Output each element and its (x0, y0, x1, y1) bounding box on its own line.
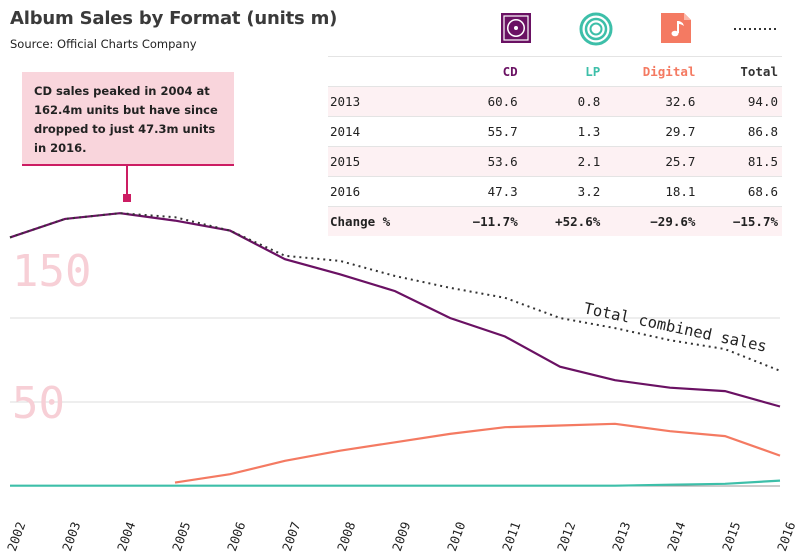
disc-icon (501, 13, 531, 43)
cell-lp: 1.3 (521, 116, 605, 147)
y-tick-label: 50 (12, 378, 65, 429)
cell-change-cd: −11.7% (439, 206, 522, 236)
cell-year: 2013 (328, 86, 440, 117)
table-row: 2013 60.6 0.8 32.6 94.0 (328, 86, 782, 117)
chart-source: Source: Official Charts Company (10, 37, 197, 51)
cell-change-total: −15.7% (699, 206, 782, 236)
header-digital: Digital (604, 56, 700, 87)
annotation-pointer (126, 166, 128, 196)
table-row: 2016 47.3 3.2 18.1 68.6 (328, 176, 782, 207)
cell-digital: 32.6 (604, 86, 700, 117)
legend-icons (480, 12, 790, 52)
annotation-box: CD sales peaked in 2004 at 162.4m units … (22, 72, 234, 166)
cell-total: 94.0 (699, 86, 782, 117)
table-row: 2014 55.7 1.3 29.7 86.8 (328, 116, 782, 147)
cell-cd: 60.6 (439, 86, 522, 117)
cell-cd: 55.7 (439, 116, 522, 147)
table-header-row: CD LP Digital Total (328, 56, 782, 87)
cell-digital: 18.1 (604, 176, 700, 207)
cell-cd: 53.6 (439, 146, 522, 177)
gridlines (10, 317, 780, 487)
cell-change-label: Change % (328, 206, 440, 236)
cell-year: 2015 (328, 146, 440, 177)
series-line-cd (9, 212, 781, 408)
y-tick-label: 150 (12, 246, 91, 297)
dotted-line-icon (734, 28, 778, 30)
chart-title: Album Sales by Format (units m) (10, 8, 338, 29)
cell-lp: 3.2 (521, 176, 605, 207)
cell-year: 2016 (328, 176, 440, 207)
header-year (328, 56, 440, 87)
series-line-total (9, 212, 781, 372)
cell-total: 86.8 (699, 116, 782, 147)
cell-digital: 25.7 (604, 146, 700, 177)
cell-total: 68.6 (699, 176, 782, 207)
cell-year: 2014 (328, 116, 440, 147)
music-note-icon (661, 13, 691, 43)
series-line-digital (174, 422, 781, 484)
header-total: Total (699, 56, 782, 87)
header-lp: LP (521, 56, 605, 87)
cell-digital: 29.7 (604, 116, 700, 147)
series-lines (9, 212, 781, 487)
cell-lp: 2.1 (521, 146, 605, 177)
data-table: CD LP Digital Total 2013 60.6 0.8 32.6 9… (328, 56, 782, 236)
cell-change-lp: +52.6% (521, 206, 605, 236)
cell-total: 81.5 (699, 146, 782, 177)
cell-change-digital: −29.6% (604, 206, 700, 236)
table-row: 2015 53.6 2.1 25.7 81.5 (328, 146, 782, 177)
annotation-marker (123, 194, 131, 202)
cell-cd: 47.3 (439, 176, 522, 207)
header-cd: CD (439, 56, 522, 87)
cell-lp: 0.8 (521, 86, 605, 117)
series-line-lp (10, 479, 781, 487)
y-tick-labels: 150 50 (12, 246, 91, 429)
vinyl-icon (579, 12, 613, 46)
table-row-change: Change % −11.7% +52.6% −29.6% −15.7% (328, 206, 782, 236)
